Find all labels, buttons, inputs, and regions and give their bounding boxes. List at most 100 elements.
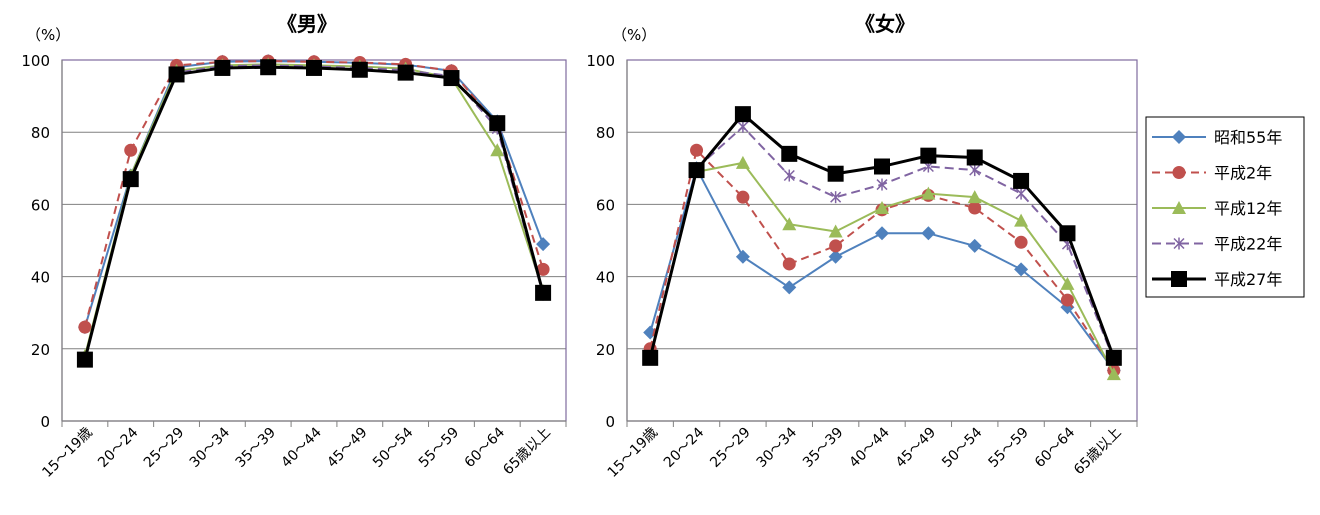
data-point <box>1106 367 1121 381</box>
data-point <box>260 59 277 76</box>
data-point <box>782 257 796 271</box>
data-point <box>875 201 889 215</box>
data-point <box>829 239 843 253</box>
x-tick-label: 30～34 <box>187 424 233 470</box>
y-tick-label: 100 <box>21 52 50 70</box>
x-tick-label: 40～44 <box>278 424 324 470</box>
series-line <box>649 161 1115 375</box>
data-point <box>921 226 936 241</box>
x-tick-label: 25～29 <box>141 425 187 471</box>
chart-female: 《女》 （%） 0 20 40 60 80 100 15～19歳 20～24 25～29 30～34 3… <box>586 12 1305 481</box>
data-point <box>966 149 983 166</box>
data-point <box>690 143 704 157</box>
x-tick-label: 20～24 <box>95 424 141 470</box>
legend-marker <box>1173 237 1185 250</box>
x-tick-label: 25～29 <box>707 425 753 471</box>
x-tick-label: 55～59 <box>416 425 462 471</box>
legend-marker <box>1172 166 1186 179</box>
legend-label: 平成2年 <box>1214 164 1272 183</box>
data-point <box>968 201 982 215</box>
x-tick-label: 30～34 <box>754 424 800 470</box>
x-tick-label: 60～64 <box>462 424 508 470</box>
x-tick-label: 35～39 <box>800 425 846 471</box>
legend-item: 平成2年 <box>1152 164 1272 183</box>
data-point <box>1105 349 1122 366</box>
data-point <box>1014 235 1028 249</box>
data-point <box>1059 225 1076 242</box>
series-0 <box>77 54 551 335</box>
x-tick-label: 65歳以上 <box>1071 425 1125 479</box>
legend-item: 平成22年 <box>1152 235 1282 254</box>
y-tick-label: 20 <box>31 341 50 359</box>
data-point <box>734 106 751 123</box>
y-tick-label: 0 <box>605 413 615 431</box>
legend-label: 昭和55年 <box>1214 128 1282 147</box>
series-4 <box>76 59 552 368</box>
data-point <box>535 284 552 301</box>
data-point <box>78 320 92 334</box>
data-point <box>735 249 750 264</box>
data-point <box>875 226 889 241</box>
y-tick-label: 0 <box>40 413 50 431</box>
y-tick-label: 60 <box>596 196 615 214</box>
x-tick-label: 45～49 <box>324 425 370 471</box>
data-point <box>830 191 842 204</box>
legend-label: 平成22年 <box>1214 235 1282 254</box>
data-point <box>536 237 551 252</box>
legend-item: 昭和55年 <box>1152 128 1282 147</box>
x-tick-label: 15～19歳 <box>605 425 661 481</box>
data-point <box>876 178 888 191</box>
data-point <box>1013 172 1030 189</box>
data-point <box>490 143 505 157</box>
data-point <box>874 158 890 175</box>
data-point <box>443 70 460 87</box>
x-tick-label: 45～49 <box>893 425 939 471</box>
series-line <box>83 65 545 360</box>
data-point <box>1060 293 1074 307</box>
y-unit-label: （%） <box>612 26 656 44</box>
data-point <box>921 186 936 200</box>
data-point <box>536 262 550 276</box>
x-tick-label: 50～54 <box>939 424 985 470</box>
legend-marker <box>1172 201 1186 214</box>
x-tick-label: 55～59 <box>986 425 1032 471</box>
series-line <box>83 64 545 360</box>
data-point <box>782 280 797 295</box>
data-point <box>124 143 138 157</box>
x-tick-label: 65歳以上 <box>500 425 554 479</box>
series-3 <box>644 120 1120 366</box>
data-point <box>967 190 982 204</box>
x-tick-label: 15～19歳 <box>39 425 95 481</box>
x-tick-label: 20～24 <box>661 424 707 470</box>
series-1 <box>78 54 550 334</box>
legend-item: 平成12年 <box>1152 199 1282 218</box>
data-point <box>1014 262 1029 277</box>
x-tick-label: 35～39 <box>233 425 279 471</box>
y-unit-label: （%） <box>26 26 70 44</box>
x-tick-label: 40～44 <box>846 424 892 470</box>
data-point <box>688 162 705 179</box>
chart-title: 《女》 <box>855 12 915 36</box>
data-point <box>828 224 843 238</box>
data-point <box>782 217 797 231</box>
y-tick-label: 80 <box>596 124 615 142</box>
data-point <box>351 61 368 78</box>
series-line <box>83 63 545 357</box>
data-point <box>306 59 322 76</box>
data-point <box>1014 213 1029 227</box>
legend-label: 平成12年 <box>1214 199 1282 218</box>
y-tick-label: 80 <box>31 124 50 142</box>
data-point <box>642 349 659 366</box>
data-point <box>214 59 231 76</box>
data-point <box>76 351 93 368</box>
series-line <box>649 167 1115 372</box>
data-point <box>735 155 750 169</box>
x-tick-label: 50～54 <box>370 424 416 470</box>
data-point <box>737 120 749 133</box>
data-point <box>489 115 506 132</box>
data-point <box>397 64 414 81</box>
series-4 <box>642 106 1122 366</box>
